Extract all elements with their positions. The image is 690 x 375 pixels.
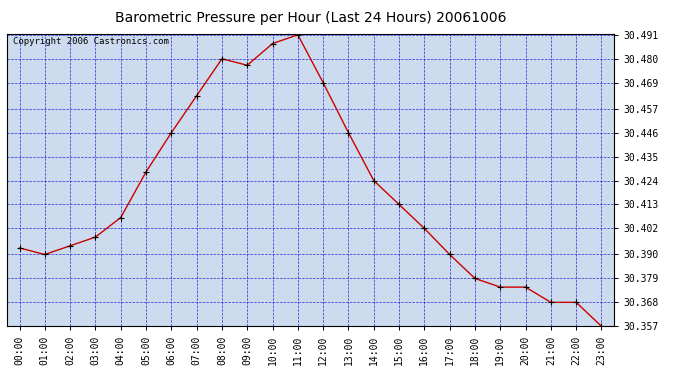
Text: Barometric Pressure per Hour (Last 24 Hours) 20061006: Barometric Pressure per Hour (Last 24 Ho… [115,11,506,25]
Text: Copyright 2006 Castronics.com: Copyright 2006 Castronics.com [13,37,169,46]
